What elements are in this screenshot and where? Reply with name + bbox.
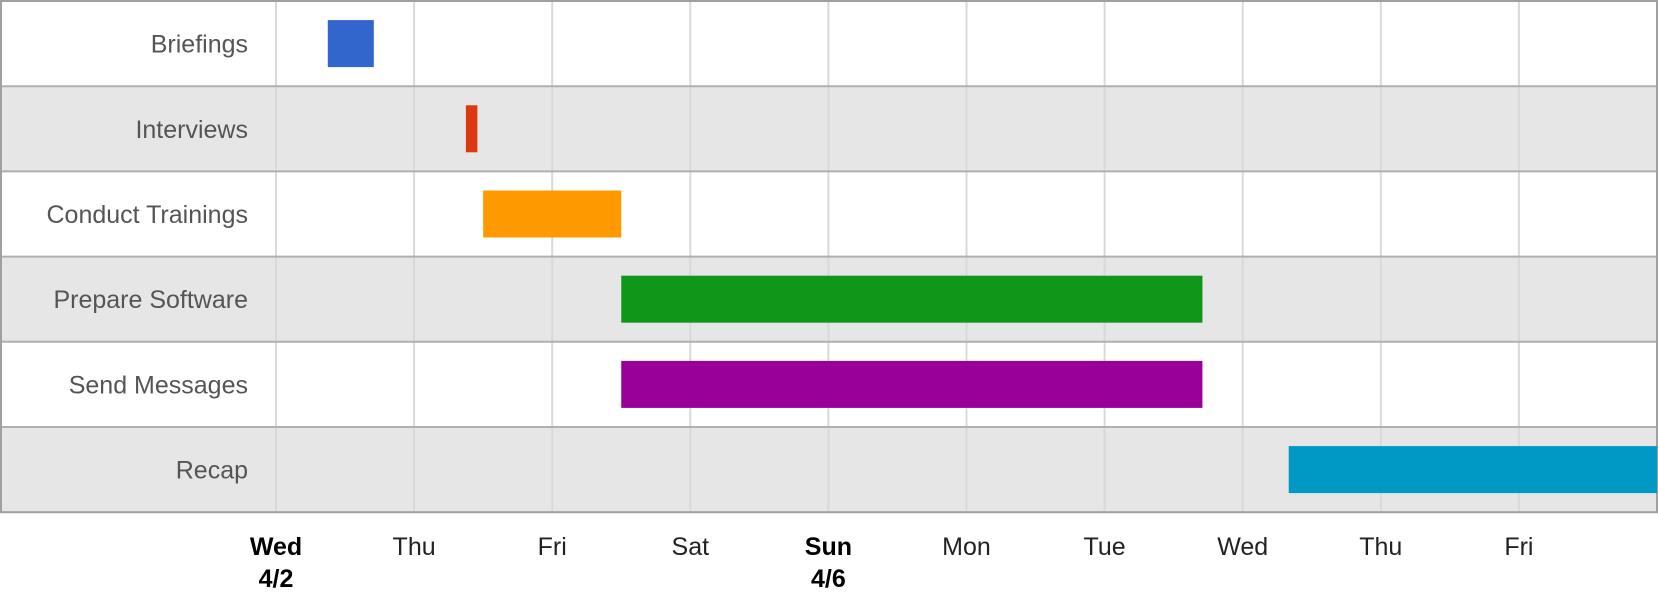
x-tick-label: Mon [942, 533, 991, 561]
task-bar [621, 275, 1203, 323]
x-tick-label: Sat [672, 533, 710, 561]
task-label: Prepare Software [53, 286, 248, 314]
chart-border [0, 0, 1658, 514]
task-bar [483, 190, 622, 238]
task-label: Send Messages [69, 371, 248, 399]
x-tick-label: Wed [1217, 533, 1268, 561]
task-bar [621, 360, 1203, 408]
task-bar [327, 20, 374, 68]
task-label: Interviews [135, 116, 248, 144]
x-tick-label: Wed [250, 533, 302, 561]
task-label: Briefings [151, 31, 248, 59]
x-tick-date-label: 4/6 [811, 565, 846, 593]
x-tick-label: Tue [1084, 533, 1126, 561]
task-bar [465, 105, 478, 153]
x-tick-label: Thu [393, 533, 436, 561]
x-tick-label: Sun [805, 533, 852, 561]
x-tick-label: Fri [538, 533, 567, 561]
x-tick-label: Thu [1359, 533, 1402, 561]
task-label: Conduct Trainings [46, 201, 248, 229]
x-tick-label: Fri [1504, 533, 1533, 561]
task-bar [1288, 446, 1657, 494]
task-label: Recap [176, 457, 248, 485]
x-tick-date-label: 4/2 [259, 565, 294, 593]
